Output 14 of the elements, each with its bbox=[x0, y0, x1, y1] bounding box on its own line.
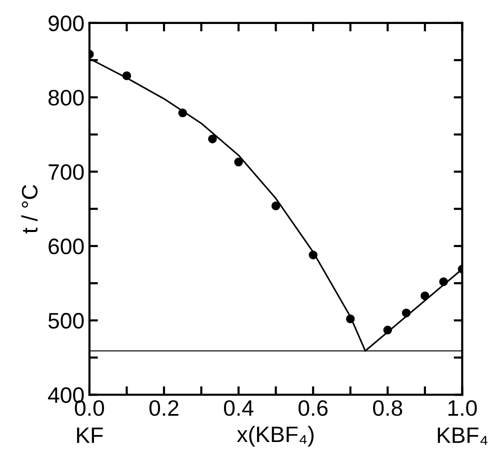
text: KBF₄ bbox=[438, 428, 488, 445]
x-tick-label: 0.6 bbox=[298, 400, 328, 416]
x-tick-label: 1.0 bbox=[448, 400, 477, 416]
y-tick-label: 700 bbox=[48, 164, 84, 180]
x-tick-label: 0.8 bbox=[373, 400, 402, 416]
text: KF bbox=[77, 428, 103, 443]
x-axis-title: x(KBF₄) bbox=[236, 426, 314, 447]
y-tick-label: 800 bbox=[48, 90, 84, 106]
y-axis-title: t / °C bbox=[21, 184, 38, 234]
x-tick-label: 0.2 bbox=[149, 400, 178, 416]
y-tick-label: 500 bbox=[48, 312, 84, 329]
y-tick-label: 900 bbox=[48, 15, 84, 32]
x-tick-label: 0.4 bbox=[224, 400, 254, 416]
y-tick-label: 600 bbox=[48, 238, 84, 254]
